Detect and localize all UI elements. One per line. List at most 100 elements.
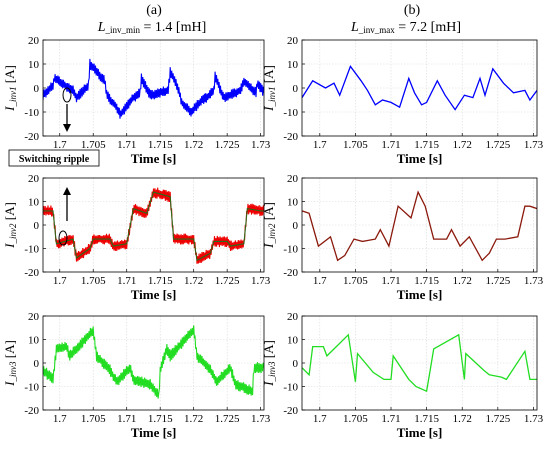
x-tick-label: 1.715 [148, 139, 173, 151]
y-tick-label: 10 [28, 197, 40, 209]
panel-a1: 1.7 1.705 1.71 1.715 1.72 1.725 1.73 -20 -10 0 10 2… [2, 35, 271, 166]
y-tick-label: 20 [28, 35, 40, 47]
y-tick-label: 10 [287, 59, 299, 71]
x-tick-label: 1.7 [53, 139, 67, 151]
ripple-annotation: Switching ripple [8, 87, 100, 246]
x-tick-label: 1.72 [453, 413, 472, 425]
y-tick-label: 10 [287, 335, 299, 347]
x-tick-label: 1.71 [381, 139, 400, 151]
x-tick-label: 1.72 [184, 139, 203, 151]
x-axis-label: Time [s] [131, 151, 177, 166]
y-tick-label: -10 [283, 107, 298, 119]
x-tick-label: 1.725 [485, 275, 510, 287]
y-tick-label: -10 [283, 382, 298, 394]
annotation-box [8, 149, 100, 167]
panel-a2: 1.7 1.705 1.71 1.715 1.72 1.725 1.73 -20 -10 0 10 2… [2, 173, 271, 302]
x-axis-label: Time [s] [131, 425, 177, 440]
x-tick-label: 1.72 [184, 275, 203, 287]
x-tick-label: 1.725 [485, 413, 510, 425]
y-axis-label: I_inv2 [A] [2, 202, 18, 249]
y-tick-label: 10 [28, 59, 40, 71]
x-tick-label: 1.705 [81, 413, 106, 425]
x-tick-label: 1.7 [53, 275, 67, 287]
panel-a3: 1.7 1.705 1.71 1.715 1.72 1.725 1.73 -20 -10 0 10 2… [2, 311, 271, 440]
x-tick-label: 1.73 [251, 275, 271, 287]
y-tick-label: 20 [287, 311, 299, 323]
column-a-title: L_inv_min = 1.4 [mH] [97, 20, 207, 35]
series-line-a1 [43, 58, 264, 119]
series-line-b3 [302, 333, 537, 393]
x-tick-label: 1.72 [453, 275, 472, 287]
y-tick-label: -20 [283, 131, 298, 143]
x-tick-label: 1.715 [148, 275, 173, 287]
y-axis-label: I_inv2 [A] [261, 202, 277, 249]
y-axis-label: I_inv1 [A] [261, 65, 277, 112]
y-axis-label: I_inv3 [A] [2, 340, 18, 387]
x-tick-label: 1.715 [148, 413, 173, 425]
x-tick-label: 1.725 [215, 139, 240, 151]
arrow-down-head [63, 124, 71, 132]
y-tick-label: 0 [34, 358, 40, 370]
y-tick-label: 0 [293, 358, 299, 370]
y-tick-label: 20 [287, 173, 299, 185]
y-tick-label: -10 [24, 382, 39, 394]
x-tick-label: 1.705 [343, 139, 368, 151]
x-tick-label: 1.705 [81, 275, 106, 287]
x-tick-label: 1.71 [117, 275, 136, 287]
y-tick-label: 20 [287, 35, 299, 47]
y-axis-label: I_inv3 [A] [261, 340, 277, 387]
y-tick-label: -20 [283, 267, 298, 279]
y-tick-label: -10 [283, 244, 298, 256]
x-tick-label: 1.71 [381, 275, 400, 287]
x-tick-label: 1.72 [453, 139, 472, 151]
x-tick-label: 1.725 [215, 275, 240, 287]
x-tick-label: 1.705 [343, 275, 368, 287]
x-tick-label: 1.71 [117, 413, 136, 425]
x-tick-label: 1.715 [414, 139, 439, 151]
x-tick-label: 1.73 [524, 413, 544, 425]
panel-b1: 1.7 1.705 1.71 1.715 1.72 1.725 1.73 -20 -10 0 10 2… [261, 35, 544, 166]
y-tick-label: -10 [24, 244, 39, 256]
x-tick-label: 1.7 [313, 413, 327, 425]
series-line-b1 [302, 65, 537, 111]
series-average-a2 [43, 191, 264, 262]
y-tick-label: 20 [28, 173, 40, 185]
y-axis-label: I_inv1 [A] [2, 65, 18, 112]
x-tick-label: 1.72 [184, 413, 203, 425]
x-tick-label: 1.73 [251, 139, 271, 151]
x-tick-label: 1.7 [313, 275, 327, 287]
y-tick-label: -20 [283, 405, 298, 417]
series-line-a3 [43, 325, 264, 399]
x-tick-label: 1.705 [81, 139, 106, 151]
y-tick-label: 0 [34, 220, 40, 232]
panel-b2: 1.7 1.705 1.71 1.715 1.72 1.725 1.73 -20 -10 0 10 2… [261, 173, 544, 302]
ripple-marker-bottom [58, 230, 68, 246]
y-tick-label: 20 [28, 311, 40, 323]
x-tick-label: 1.73 [251, 413, 271, 425]
x-tick-label: 1.71 [381, 413, 400, 425]
y-tick-label: -20 [24, 131, 39, 143]
x-tick-label: 1.73 [524, 139, 544, 151]
y-tick-label: 0 [293, 220, 299, 232]
y-tick-label: 10 [28, 335, 40, 347]
series-line-b2 [302, 190, 537, 262]
series-line-a2 [43, 187, 264, 264]
x-tick-label: 1.7 [313, 139, 327, 151]
column-b-header: (b) [404, 3, 421, 18]
x-tick-label: 1.71 [117, 139, 136, 151]
x-tick-label: 1.725 [485, 139, 510, 151]
y-tick-label: 0 [293, 83, 299, 95]
x-axis-label: Time [s] [131, 287, 177, 302]
x-tick-label: 1.715 [414, 275, 439, 287]
y-tick-label: -10 [24, 107, 39, 119]
x-tick-label: 1.725 [215, 413, 240, 425]
y-tick-label: 0 [34, 83, 40, 95]
arrow-up-head [63, 187, 71, 195]
column-a-header: (a) [146, 3, 162, 18]
y-tick-label: -20 [24, 405, 39, 417]
x-tick-label: 1.705 [343, 413, 368, 425]
y-tick-label: -20 [24, 267, 39, 279]
x-axis-label: Time [s] [397, 151, 443, 166]
ripple-marker-top [62, 87, 72, 103]
column-b-title: L_inv_max = 7.2 [mH] [350, 20, 461, 35]
